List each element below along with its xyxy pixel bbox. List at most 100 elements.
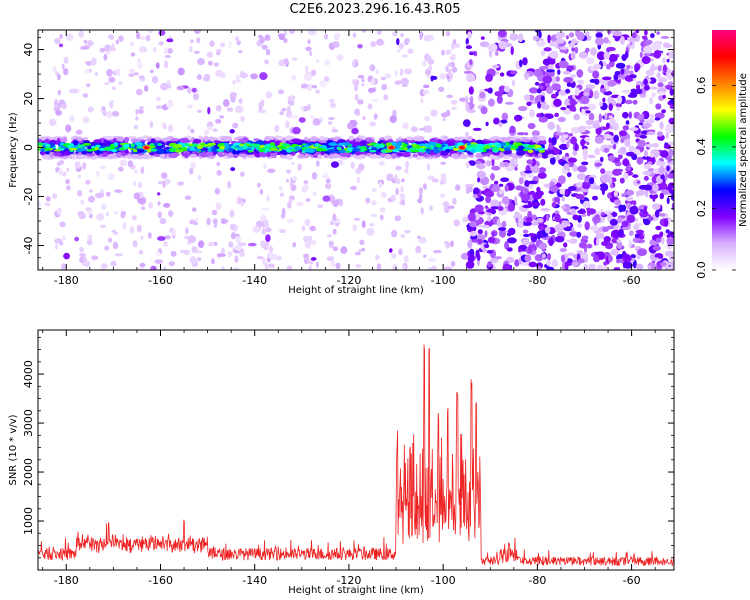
heatmap-cell: [399, 193, 406, 201]
heatmap-cell: [281, 150, 289, 155]
snr-x-label: Height of straight line (km): [288, 585, 424, 596]
heatmap-cell: [392, 31, 399, 35]
heatmap-cell: [163, 203, 171, 208]
heatmap-cell: [554, 196, 561, 203]
heatmap-cell: [629, 127, 639, 131]
heatmap-cell: [652, 203, 661, 211]
heatmap-cell: [568, 133, 573, 137]
heatmap-cell: [292, 241, 297, 248]
heatmap-cell: [423, 254, 427, 258]
heatmap-cell: [208, 241, 215, 247]
heatmap-cell: [546, 83, 550, 88]
heatmap-cell: [40, 151, 48, 156]
heatmap-cell: [476, 170, 487, 179]
heatmap-cell: [258, 102, 263, 109]
heatmap-cell: [317, 154, 323, 160]
heatmap-cell: [551, 83, 561, 91]
heatmap-cell: [515, 116, 519, 122]
heatmap-cell: [119, 159, 128, 167]
heatmap-cell: [503, 161, 510, 167]
heatmap-cell: [525, 216, 533, 223]
heatmap-cell: [659, 121, 664, 130]
heatmap-cell: [394, 80, 402, 85]
heatmap-cell: [260, 207, 270, 211]
heatmap-cell: [602, 61, 607, 67]
heatmap-cell: [404, 229, 411, 234]
heatmap-cell: [157, 201, 161, 206]
heatmap-cell: [390, 194, 396, 202]
heatmap-cell: [88, 195, 95, 203]
heatmap-cell: [629, 70, 634, 76]
heatmap-cell: [625, 189, 635, 196]
heatmap-cell: [410, 149, 420, 153]
heatmap-cell: [497, 136, 502, 141]
heatmap-cell: [540, 207, 551, 212]
heatmap-cell: [655, 225, 662, 231]
heatmap-cell: [536, 39, 546, 47]
heatmap-cell: [59, 33, 64, 40]
heatmap-cell: [625, 151, 635, 157]
heatmap-cell: [287, 201, 292, 209]
heatmap-cell: [371, 188, 377, 192]
heatmap-cell: [566, 140, 570, 149]
heatmap-cell: [77, 174, 82, 179]
heatmap-cell: [445, 49, 452, 55]
heatmap-cell: [265, 48, 271, 56]
heatmap-cell: [452, 39, 457, 46]
heatmap-cell: [482, 185, 489, 189]
heatmap-cell: [596, 237, 600, 246]
heatmap-cell: [88, 189, 93, 193]
heatmap-cell: [435, 143, 442, 148]
heatmap-cell: [440, 161, 446, 165]
heatmap-cell: [538, 242, 548, 250]
heatmap-cell: [216, 161, 221, 167]
heatmap-cell: [441, 112, 449, 118]
heatmap-cell: [577, 125, 587, 133]
heatmap-cell: [407, 48, 414, 54]
heatmap-cell: [132, 240, 138, 248]
heatmap-cell: [512, 79, 515, 87]
heatmap-cell: [470, 149, 476, 153]
heatmap-cell: [524, 254, 532, 262]
heatmap-cell: [78, 30, 84, 38]
heatmap-cell: [352, 32, 357, 38]
heatmap-cell: [595, 32, 603, 39]
heatmap-cell: [663, 218, 669, 227]
heatmap-cell: [359, 239, 365, 246]
heatmap-cell: [636, 80, 642, 86]
heatmap-cell: [517, 105, 528, 112]
heatmap-cell: [277, 33, 285, 37]
heatmap-cell: [163, 47, 168, 55]
heatmap-cell: [122, 222, 127, 230]
heatmap-cell: [619, 177, 625, 184]
snr-x-axis: -180 -160 -140 -120 -100 -80 -60: [42, 330, 656, 587]
heatmap-cell: [140, 206, 146, 211]
heatmap-cell: [657, 77, 668, 83]
heatmap-cell: [215, 105, 222, 112]
heatmap-cell: [605, 210, 614, 214]
heatmap-cell: [650, 33, 655, 39]
heatmap-cell: [491, 165, 501, 171]
heatmap-cell: [206, 51, 214, 58]
heatmap-cell: [303, 74, 313, 81]
heatmap-cell: [636, 239, 646, 244]
heatmap-cell: [594, 162, 602, 167]
heatmap-cell: [376, 30, 380, 33]
heatmap-cell: [226, 153, 234, 158]
heatmap-cell: [586, 208, 597, 215]
heatmap-cell: [422, 60, 427, 67]
heatmap-cell: [516, 150, 526, 156]
heatmap-cell: [562, 262, 566, 270]
heatmap-cell: [479, 41, 490, 48]
heatmap-x-tick-label: -180: [54, 274, 79, 287]
heatmap-cell: [566, 82, 572, 87]
heatmap-cell: [164, 235, 171, 240]
heatmap-cell: [471, 239, 479, 243]
heatmap-cell: [41, 142, 48, 146]
heatmap-cell: [179, 147, 188, 152]
heatmap-cell: [294, 146, 301, 151]
heatmap-cell: [524, 132, 529, 136]
heatmap-cell: [574, 87, 580, 96]
heatmap-cell: [213, 62, 220, 67]
heatmap-cell: [474, 160, 482, 165]
